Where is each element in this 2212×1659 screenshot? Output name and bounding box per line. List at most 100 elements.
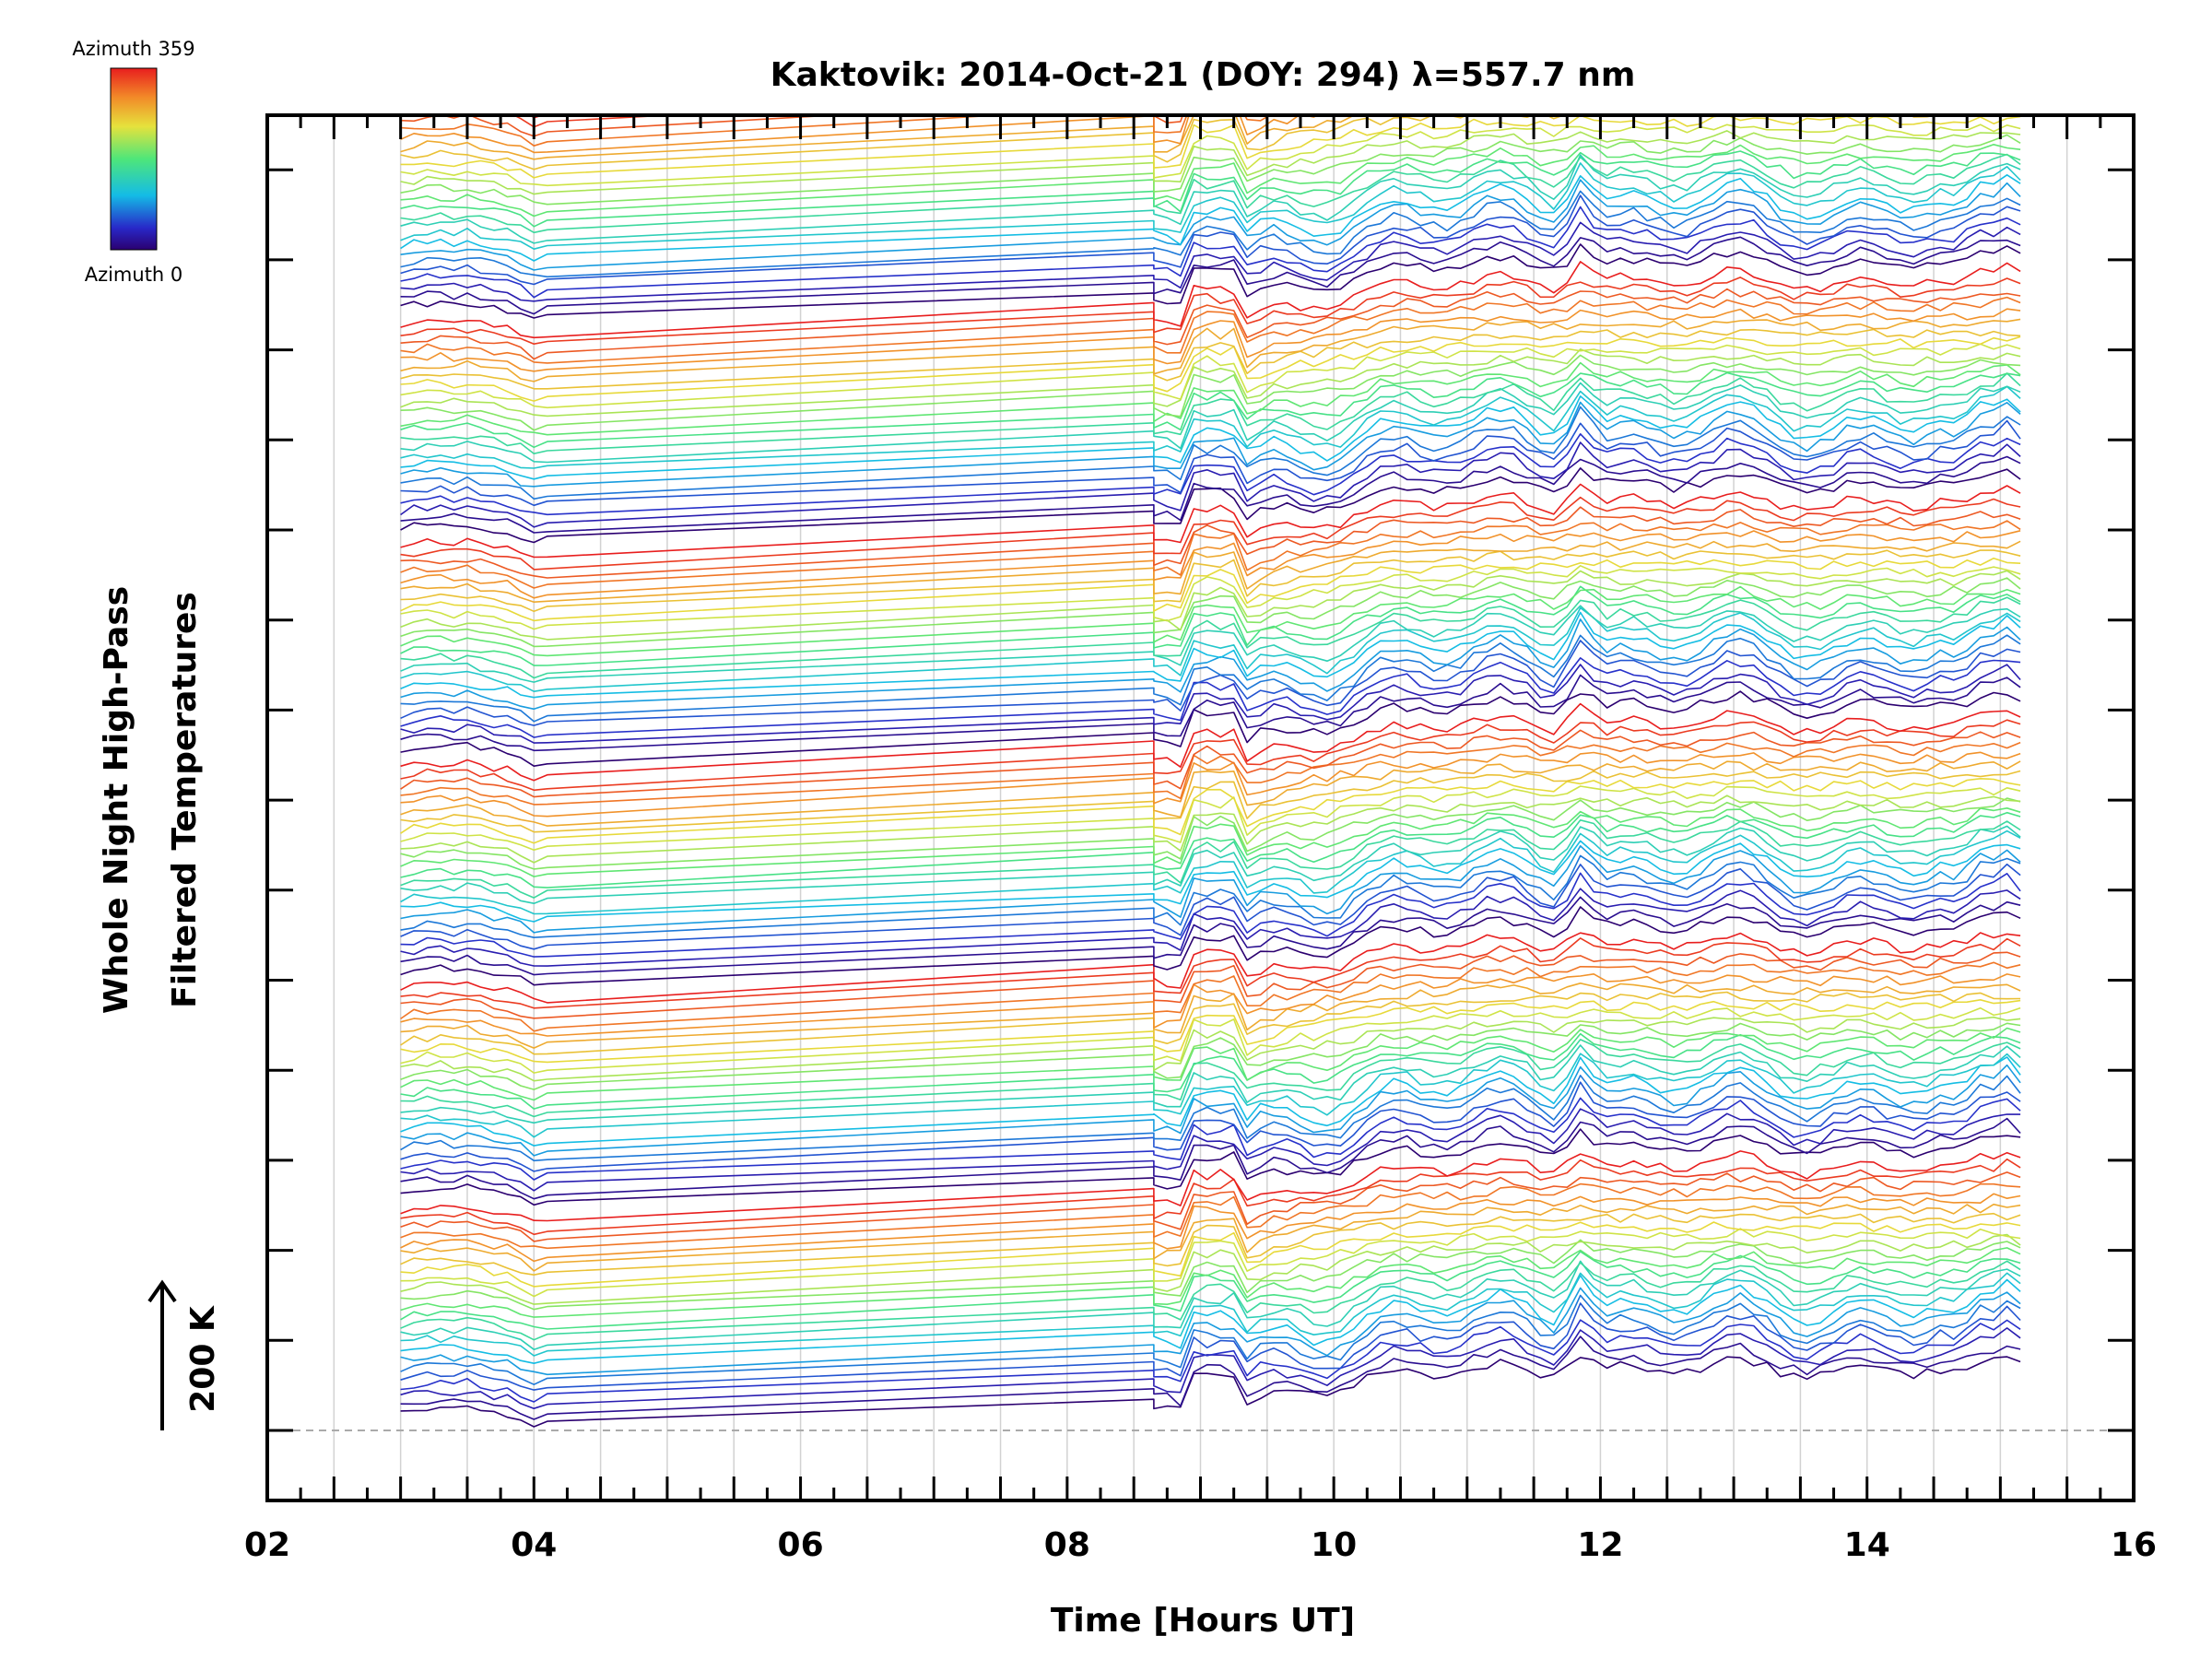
- colorbar: Azimuth 359 Azimuth 0: [72, 38, 194, 286]
- series-line: [400, 261, 2021, 339]
- series-line: [400, 797, 2021, 870]
- series-line: [400, 1335, 2021, 1420]
- x-tick-label: 04: [511, 1526, 557, 1564]
- series-line: [400, 308, 2021, 372]
- series-line: [400, 702, 2021, 782]
- series-line: [400, 872, 2021, 958]
- series-line: [400, 618, 2021, 711]
- series-line: [400, 243, 2021, 319]
- series-line: [400, 1075, 2021, 1162]
- series-line: [400, 1302, 2021, 1391]
- series-line: [400, 194, 2021, 286]
- series-line: [400, 144, 2021, 218]
- series-line: [400, 150, 2021, 228]
- series-line: [400, 674, 2021, 752]
- series-line: [400, 807, 2021, 877]
- axis-ticks: [265, 115, 2136, 1500]
- series-line: [400, 179, 2021, 271]
- series-line: [400, 134, 2021, 206]
- x-tick-label: 10: [1311, 1526, 1357, 1564]
- series-line: [400, 770, 2021, 833]
- series-line: [400, 794, 2021, 864]
- series-line: [400, 577, 2021, 648]
- series-line: [400, 530, 2021, 599]
- series-line: [400, 854, 2021, 938]
- series-line: [400, 395, 2021, 480]
- colorbar-gradient: [110, 67, 158, 251]
- series-line: [400, 785, 2021, 851]
- series-line: [400, 657, 2021, 738]
- y-axis-label-line-1: Whole Night High-Pass: [98, 586, 135, 1014]
- series-line: [400, 401, 2021, 488]
- series-line: [400, 634, 2021, 723]
- series-line: [400, 1117, 2021, 1200]
- series-line: [400, 906, 2021, 986]
- series-line: [400, 888, 2021, 967]
- series-group: [400, 115, 2021, 1428]
- scale-bar: 200 K: [147, 1279, 222, 1430]
- series-line: [400, 1260, 2021, 1341]
- series-line: [400, 1022, 2021, 1090]
- series-line: [400, 154, 2021, 244]
- series-line: [400, 206, 2021, 299]
- series-line: [400, 830, 2021, 915]
- series-line: [400, 845, 2021, 934]
- series-line: [400, 1171, 2021, 1242]
- series-line: [400, 115, 1319, 154]
- series-line: [400, 1053, 2021, 1138]
- series-line: [400, 557, 2021, 622]
- series-line: [400, 520, 2021, 589]
- series-line: [400, 611, 2021, 699]
- series-line: [400, 778, 2021, 844]
- y-axis-label: Whole Night High-Pass Filtered Temperatu…: [98, 586, 204, 1014]
- series-line: [400, 570, 2021, 641]
- series-line: [400, 1027, 2021, 1101]
- series-line: [400, 1150, 2021, 1222]
- series-line: [400, 276, 2021, 345]
- series-line: [400, 540, 2021, 603]
- series-line: [400, 115, 1940, 171]
- series-line: [400, 664, 2021, 744]
- series-line: [400, 343, 2021, 409]
- series-line: [400, 1032, 2021, 1110]
- series-line: [400, 640, 2021, 726]
- series-line: [400, 162, 2021, 250]
- series-line: [400, 585, 2021, 666]
- series-line: [400, 433, 2021, 516]
- series-line: [400, 1260, 2021, 1350]
- series-line: [400, 1327, 2021, 1409]
- x-tick-label: 12: [1577, 1526, 1623, 1564]
- series-line: [400, 729, 2021, 798]
- series-line: [400, 1081, 2021, 1172]
- series-line: [400, 354, 2021, 431]
- series-line: [400, 1228, 2021, 1298]
- series-line: [400, 361, 2021, 436]
- series-line: [400, 1233, 2021, 1305]
- series-line: [400, 1203, 2021, 1272]
- series-line: [400, 596, 2021, 679]
- scale-bar-arrow-head: [147, 1279, 177, 1303]
- series-line: [400, 1193, 2021, 1263]
- series-line: [400, 1128, 2021, 1206]
- series-line: [400, 406, 2021, 500]
- series-line: [400, 1221, 2021, 1288]
- series-line: [400, 1272, 2021, 1357]
- series-line: [400, 1247, 2021, 1318]
- series-line: [400, 991, 2021, 1055]
- series-line: [400, 961, 2021, 1032]
- series-line: [400, 496, 2021, 571]
- series-line: [400, 811, 2021, 888]
- series-line: [400, 455, 2021, 534]
- series-line: [400, 318, 2021, 382]
- series-line: [400, 130, 2021, 195]
- x-axis-label: Time [Hours UT]: [1051, 1602, 1355, 1640]
- series-line: [400, 348, 2021, 418]
- x-tick-label: 06: [778, 1526, 824, 1564]
- series-line: [400, 585, 2021, 657]
- series-line: [400, 115, 1381, 160]
- series-line: [400, 236, 2021, 315]
- series-line: [400, 467, 2021, 544]
- series-line: [400, 441, 2021, 528]
- series-line: [400, 1239, 2021, 1311]
